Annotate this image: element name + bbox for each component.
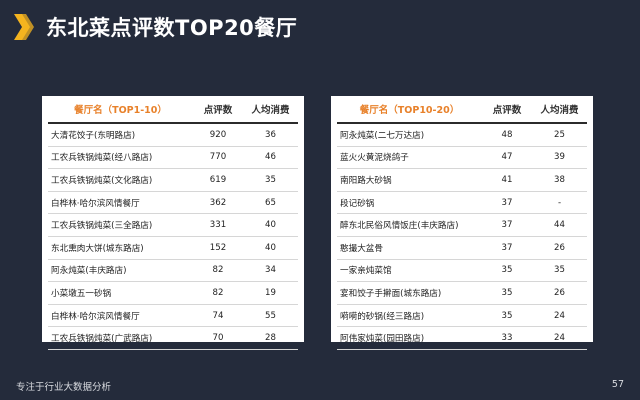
cell-restaurant-name: 醉东北民俗风情饭庄(丰庆路店) (337, 213, 482, 237)
cell-avg-price: 35 (532, 259, 587, 283)
cell-restaurant-name: 段记砂锅 (337, 191, 482, 215)
cell-avg-price: 40 (243, 213, 298, 237)
cell-review-count: 770 (193, 146, 243, 170)
cell-restaurant-name: 嗬嗬的砂锅(经三路店) (337, 304, 482, 328)
column-header-name: 餐厅名（TOP10-20） (337, 96, 482, 124)
table-row: 阿伟家炖菜(园田路店) 33 24 (337, 326, 587, 350)
cell-avg-price: 44 (532, 213, 587, 237)
cell-restaurant-name: 工农兵铁锅炖菜(经八路店) (48, 146, 193, 170)
column-header-reviews: 点评数 (482, 96, 532, 124)
cell-avg-price: 46 (243, 146, 298, 170)
cell-restaurant-name: 白桦林·哈尔滨风情餐厅 (48, 191, 193, 215)
table-row: 醉东北民俗风情饭庄(丰庆路店) 37 44 (337, 213, 587, 237)
cell-restaurant-name: 蓝火火黄泥烧鸽子 (337, 146, 482, 170)
table-row: 一家亲炖菜馆 35 35 (337, 259, 587, 283)
table-header-row: 餐厅名（TOP1-10） 点评数 人均消费 (48, 96, 298, 124)
cell-restaurant-name: 工农兵铁锅炖菜(三全路店) (48, 213, 193, 237)
cell-restaurant-name: 南阳路大砂锅 (337, 168, 482, 192)
double-chevron-icon (14, 14, 34, 40)
table-row: 小菜墩五一砂锅 82 19 (48, 281, 298, 305)
cell-avg-price: 36 (243, 123, 298, 147)
cell-avg-price: 40 (243, 236, 298, 260)
cell-avg-price: 19 (243, 281, 298, 305)
cell-avg-price: 24 (532, 304, 587, 328)
cell-review-count: 920 (193, 123, 243, 147)
header: 东北菜点评数TOP20餐厅 (14, 10, 297, 44)
cell-review-count: 48 (482, 123, 532, 147)
cell-review-count: 47 (482, 146, 532, 170)
cell-avg-price: 24 (532, 326, 587, 350)
table-row: 南阳路大砂锅 41 38 (337, 168, 587, 192)
table-row: 工农兵铁锅炖菜(三全路店) 331 40 (48, 213, 298, 237)
table-row: 嗬嗬的砂锅(经三路店) 35 24 (337, 304, 587, 328)
cell-review-count: 331 (193, 213, 243, 237)
left-table-panel: 餐厅名（TOP1-10） 点评数 人均消费 大清花饺子(东明路店) 920 36 工农… (42, 96, 304, 350)
cell-review-count: 37 (482, 236, 532, 260)
table-row: 白桦林·哈尔滨风情餐厅 74 55 (48, 304, 298, 328)
table-row: 憨撮大盆骨 37 26 (337, 236, 587, 260)
cell-restaurant-name: 阿伟家炖菜(园田路店) (337, 326, 482, 350)
cell-restaurant-name: 阿永炖菜(丰庆路店) (48, 259, 193, 283)
table-row: 东北熏肉大饼(城东路店) 152 40 (48, 236, 298, 260)
cell-avg-price: 34 (243, 259, 298, 283)
table-row: 宴和饺子手擀面(城东路店) 35 26 (337, 281, 587, 305)
footer-text: 专注于行业大数据分析 (16, 382, 112, 393)
cell-restaurant-name: 阿永炖菜(二七万达店) (337, 123, 482, 147)
cell-restaurant-name: 大清花饺子(东明路店) (48, 123, 193, 147)
table-row: 段记砂锅 37- (337, 191, 587, 215)
cell-avg-price: 28 (243, 326, 298, 350)
column-header-reviews: 点评数 (193, 96, 243, 124)
right-table-panel: 餐厅名（TOP10-20） 点评数 人均消费 阿永炖菜(二七万达店) 48 25 蓝火… (331, 96, 593, 350)
cell-review-count: 152 (193, 236, 243, 260)
table-row: 工农兵铁锅炖菜(文化路店) 619 35 (48, 168, 298, 192)
top1-10-table: 餐厅名（TOP1-10） 点评数 人均消费 大清花饺子(东明路店) 920 36 工农… (48, 96, 298, 350)
cell-restaurant-name: 憨撮大盆骨 (337, 236, 482, 260)
cell-review-count: 82 (193, 259, 243, 283)
column-header-name: 餐厅名（TOP1-10） (48, 96, 193, 124)
cell-review-count: 35 (482, 259, 532, 283)
table-header-row: 餐厅名（TOP10-20） 点评数 人均消费 (337, 96, 587, 124)
cell-restaurant-name: 工农兵铁锅炖菜(广武路店) (48, 326, 193, 350)
cell-review-count: 35 (482, 281, 532, 305)
cell-restaurant-name: 东北熏肉大饼(城东路店) (48, 236, 193, 260)
cell-avg-price: 65 (243, 191, 298, 215)
cell-avg-price: 26 (532, 281, 587, 305)
cell-restaurant-name: 小菜墩五一砂锅 (48, 281, 193, 305)
table-row: 阿永炖菜(二七万达店) 48 25 (337, 123, 587, 147)
cell-avg-price: - (532, 191, 587, 215)
cell-avg-price: 25 (532, 123, 587, 147)
table-row: 工农兵铁锅炖菜(广武路店) 70 28 (48, 326, 298, 350)
table-row: 阿永炖菜(丰庆路店) 82 34 (48, 259, 298, 283)
table-row: 白桦林·哈尔滨风情餐厅 362 65 (48, 191, 298, 215)
page-number: 57 (611, 379, 624, 390)
cell-avg-price: 38 (532, 168, 587, 192)
cell-review-count: 74 (193, 304, 243, 328)
column-header-price: 人均消费 (532, 96, 587, 124)
cell-review-count: 41 (482, 168, 532, 192)
cell-restaurant-name: 宴和饺子手擀面(城东路店) (337, 281, 482, 305)
cell-review-count: 33 (482, 326, 532, 350)
cell-review-count: 82 (193, 281, 243, 305)
table-row: 蓝火火黄泥烧鸽子 47 39 (337, 146, 587, 170)
cell-review-count: 70 (193, 326, 243, 350)
cell-restaurant-name: 工农兵铁锅炖菜(文化路店) (48, 168, 193, 192)
cell-restaurant-name: 一家亲炖菜馆 (337, 259, 482, 283)
cell-avg-price: 35 (243, 168, 298, 192)
table-row: 工农兵铁锅炖菜(经八路店) 770 46 (48, 146, 298, 170)
cell-review-count: 619 (193, 168, 243, 192)
top10-20-table: 餐厅名（TOP10-20） 点评数 人均消费 阿永炖菜(二七万达店) 48 25 蓝火… (337, 96, 587, 350)
cell-avg-price: 26 (532, 236, 587, 260)
cell-review-count: 37 (482, 191, 532, 215)
table-row: 大清花饺子(东明路店) 920 36 (48, 123, 298, 147)
cell-review-count: 35 (482, 304, 532, 328)
cell-review-count: 362 (193, 191, 243, 215)
column-header-price: 人均消费 (243, 96, 298, 124)
cell-restaurant-name: 白桦林·哈尔滨风情餐厅 (48, 304, 193, 328)
cell-avg-price: 55 (243, 304, 298, 328)
page-title: 东北菜点评数TOP20餐厅 (46, 16, 298, 40)
cell-review-count: 37 (482, 213, 532, 237)
cell-avg-price: 39 (532, 146, 587, 170)
